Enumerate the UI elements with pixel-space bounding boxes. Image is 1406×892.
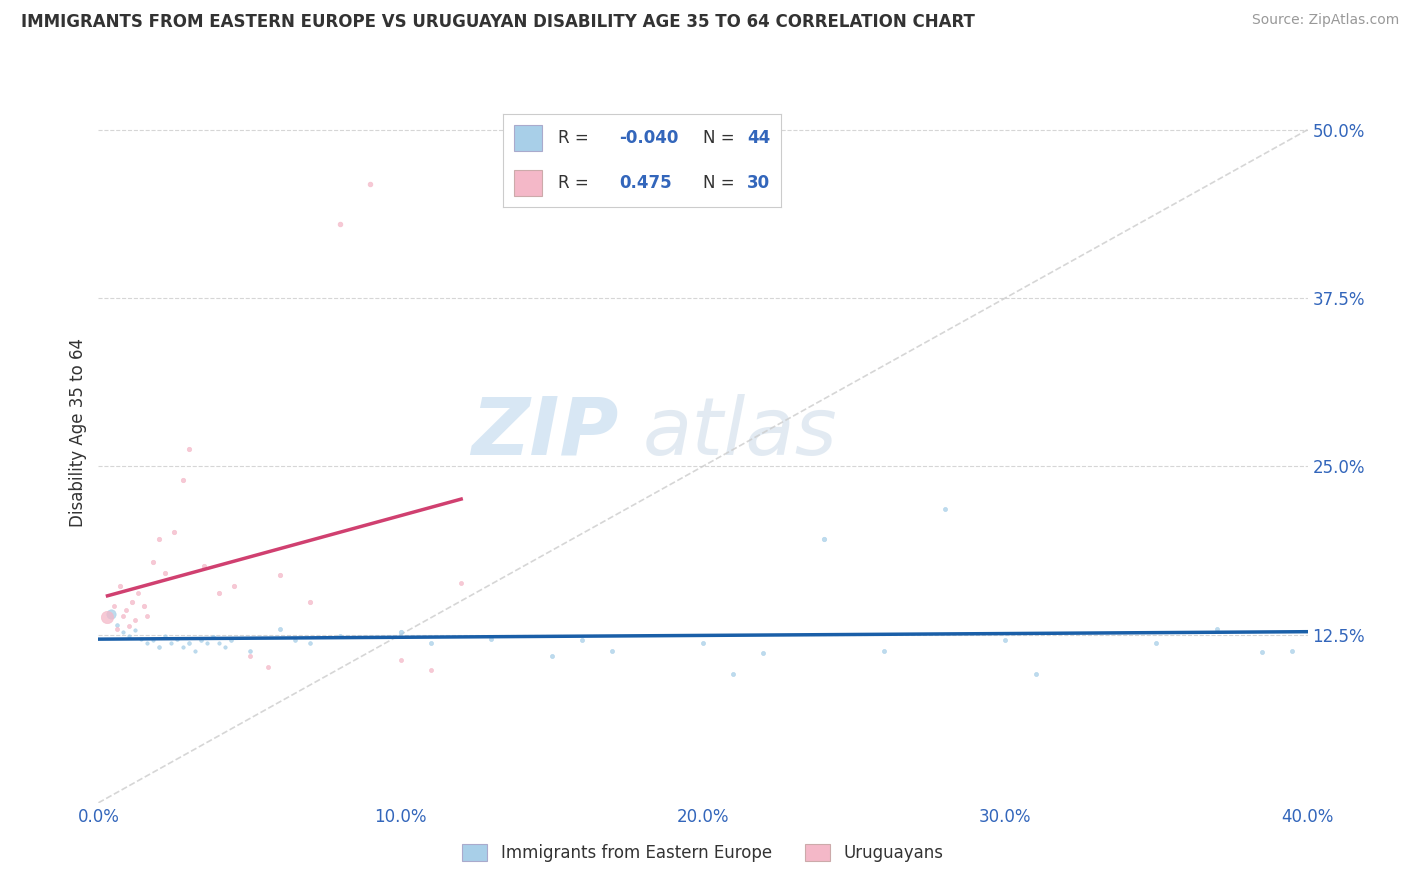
Point <box>129 632 152 646</box>
Text: -0.040: -0.040 <box>620 129 679 147</box>
Point <box>420 635 443 649</box>
Point <box>239 643 262 657</box>
Text: Source: ZipAtlas.com: Source: ZipAtlas.com <box>1251 13 1399 28</box>
Point <box>1144 635 1167 649</box>
Point <box>450 576 472 591</box>
Point <box>105 618 128 632</box>
Point <box>299 635 322 649</box>
Point <box>195 635 218 649</box>
Text: 30: 30 <box>747 174 770 192</box>
Point <box>723 666 745 681</box>
Point <box>100 607 122 622</box>
Point <box>208 586 231 600</box>
Text: N =: N = <box>703 174 740 192</box>
Point <box>184 643 207 657</box>
Point <box>148 640 170 654</box>
Point <box>540 649 562 664</box>
Point <box>360 177 382 191</box>
Point <box>873 643 896 657</box>
Point <box>135 608 157 623</box>
Point <box>420 663 443 677</box>
Point <box>163 525 186 540</box>
Legend: Immigrants from Eastern Europe, Uruguayans: Immigrants from Eastern Europe, Uruguaya… <box>456 837 950 869</box>
Point <box>148 532 170 546</box>
Point <box>153 566 176 580</box>
Point <box>190 632 212 647</box>
Text: R =: R = <box>558 174 595 192</box>
Point <box>108 579 131 593</box>
Point <box>172 473 194 487</box>
Point <box>179 442 201 456</box>
Point <box>269 622 291 636</box>
Point <box>166 632 188 646</box>
Text: R =: R = <box>558 129 595 147</box>
Point <box>299 595 322 609</box>
Point <box>118 629 141 643</box>
Point <box>256 660 278 674</box>
Point <box>142 555 165 569</box>
Point <box>160 635 183 649</box>
Bar <box>513 125 541 151</box>
Point <box>202 630 225 644</box>
Point <box>481 632 503 646</box>
Point <box>239 649 262 664</box>
Point <box>329 629 352 643</box>
Point <box>389 653 412 667</box>
Point <box>1024 666 1046 681</box>
Point <box>1281 643 1303 657</box>
Point <box>269 568 291 582</box>
Point <box>127 586 149 600</box>
Point <box>329 217 352 231</box>
Point <box>692 635 714 649</box>
Point <box>121 595 143 609</box>
Point <box>193 558 215 573</box>
Point <box>118 619 141 633</box>
Text: ZIP: ZIP <box>471 393 619 472</box>
Point <box>132 599 155 614</box>
Y-axis label: Disability Age 35 to 64: Disability Age 35 to 64 <box>69 338 87 527</box>
Point <box>1251 645 1274 659</box>
Point <box>934 502 956 516</box>
Point <box>179 635 201 649</box>
Point <box>208 635 231 649</box>
Point <box>389 624 412 639</box>
Point <box>142 632 165 647</box>
Point <box>135 635 157 649</box>
Point <box>214 640 236 654</box>
Text: 0.475: 0.475 <box>620 174 672 192</box>
Text: IMMIGRANTS FROM EASTERN EUROPE VS URUGUAYAN DISABILITY AGE 35 TO 64 CORRELATION : IMMIGRANTS FROM EASTERN EUROPE VS URUGUA… <box>21 13 974 31</box>
Point <box>124 613 146 627</box>
Point <box>114 603 136 617</box>
Point <box>153 629 176 643</box>
Point <box>571 632 593 647</box>
Text: atlas: atlas <box>643 393 838 472</box>
Point <box>813 532 835 546</box>
Point <box>103 599 125 614</box>
Point <box>111 608 134 623</box>
Point <box>224 579 246 593</box>
Point <box>172 640 194 654</box>
Bar <box>513 169 541 195</box>
Point <box>221 632 243 647</box>
Point <box>752 646 775 660</box>
Text: 44: 44 <box>747 129 770 147</box>
Point <box>111 624 134 639</box>
Point <box>1206 622 1229 636</box>
Point <box>105 622 128 636</box>
Point <box>284 632 307 647</box>
Point <box>602 643 624 657</box>
Point <box>124 624 146 638</box>
Point <box>994 632 1017 647</box>
Point <box>96 610 118 624</box>
Text: N =: N = <box>703 129 740 147</box>
